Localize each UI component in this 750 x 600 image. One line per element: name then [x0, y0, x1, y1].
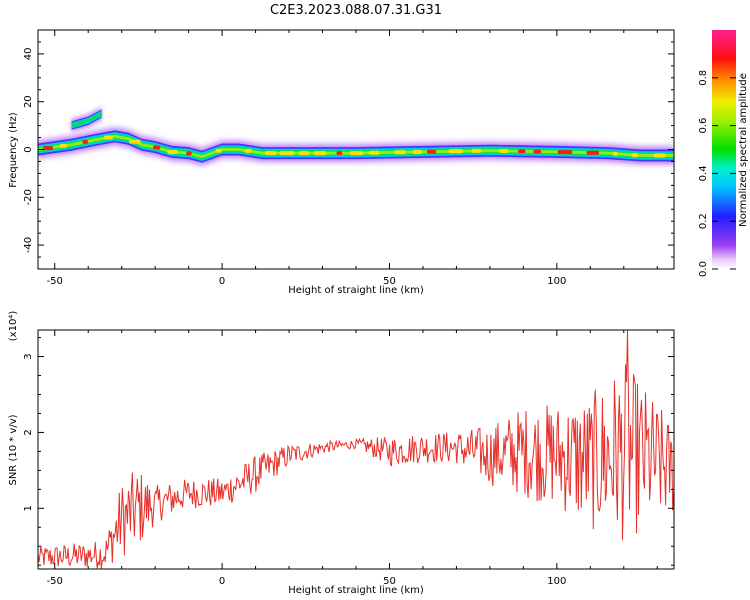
spectrogram-hotspot [264, 151, 277, 156]
colorbar-tick-label: 0.6 [698, 118, 709, 134]
spectrogram-ridge-band [38, 134, 674, 159]
spectrogram-hotspot [557, 150, 573, 155]
snr-panel: -50 0 50 100 1 2 3 Height of straight line (k… [8, 311, 675, 596]
spectrogram-hotspot [336, 151, 343, 156]
y-tick-label: 2 [23, 429, 34, 435]
spectrogram-hotspot [349, 151, 364, 156]
spectrogram-hotspot [412, 149, 423, 154]
spectrogram-hotspot [59, 143, 68, 148]
y-tick-label: 20 [23, 95, 34, 108]
y-tick-label: 40 [23, 48, 34, 61]
colorbar: 0.0 0.2 0.4 0.6 0.8 Normalized spectral ampl… [698, 30, 749, 277]
x-tick-label: 50 [383, 576, 396, 587]
spectrogram-hotspot [152, 145, 161, 150]
spectrogram-hotspot [653, 153, 666, 158]
x-tick-label: 0 [219, 276, 225, 287]
spectrogram-y-axis-label: Frequency (Hz) [8, 112, 19, 188]
y-tick-label: 1 [23, 505, 34, 511]
snr-x-ticks: -50 0 50 100 [47, 330, 658, 587]
spectrogram-hotspot [167, 149, 179, 154]
snr-x-axis-label: Height of straight line (km) [288, 585, 424, 596]
spectrogram-ridge-band [38, 133, 674, 160]
spectrogram-ridge [38, 105, 674, 169]
snr-y-axis-label: SNR (10 * v/v) [8, 414, 19, 485]
spectrogram-secondary-band [71, 111, 102, 128]
x-tick-label: 100 [547, 276, 566, 287]
spectrogram-hotspot [298, 151, 310, 156]
x-tick-label: 50 [383, 276, 396, 287]
spectrogram-hotspot [631, 153, 639, 158]
spectrogram-hotspot [129, 139, 141, 144]
spectrogram-hotspot [186, 151, 192, 156]
colorbar-tick-label: 0.8 [698, 70, 709, 86]
snr-series-line [38, 330, 674, 569]
spectrogram-hotspot [471, 148, 482, 153]
y-tick-label: -40 [23, 237, 34, 253]
spectrogram-hotspot [244, 148, 252, 153]
spectrogram-hotspot [215, 148, 222, 153]
colorbar-label: Normalized spectral amplitude [738, 73, 749, 227]
x-tick-label: -50 [47, 276, 63, 287]
spectrogram-x-ticks: -50 0 50 100 [47, 30, 658, 287]
spectrogram-hotspot [103, 135, 114, 140]
spectrogram-hotspot [426, 149, 437, 154]
spectrogram-hotspot [499, 148, 509, 153]
spectrogram-hotspot [586, 150, 600, 155]
spectrogram-hotspot [43, 146, 54, 151]
x-tick-label: 100 [547, 576, 566, 587]
colorbar-tick-label: 0.2 [698, 213, 709, 229]
y-tick-label: -20 [23, 189, 34, 205]
colorbar-gradient [712, 30, 736, 269]
snr-y-multiplier: (x10⁴) [8, 311, 19, 342]
colorbar-tick-label: 0.4 [698, 165, 709, 181]
spectrogram-x-axis-label: Height of straight line (km) [288, 285, 424, 296]
spectrogram-y-ticks: -40 -20 0 20 40 [23, 29, 674, 270]
spectrogram-hotspot [612, 151, 619, 156]
spectrogram-panel: -50 0 50 100 -40 -20 0 20 40 Height of straight… [8, 29, 675, 296]
snr-frame [37, 329, 675, 570]
x-tick-label: -50 [47, 576, 63, 587]
figure-title: C2E3.2023.088.07.31.G31 [270, 3, 442, 18]
spectrogram-hotspot [533, 149, 542, 154]
spectrogram-hotspot [368, 150, 380, 155]
colorbar-ticks: 0.0 0.2 0.4 0.6 0.8 [698, 70, 736, 277]
spectrogram-hotspot [82, 139, 89, 144]
spectrogram-hotspot [518, 149, 526, 154]
snr-y-ticks: 1 2 3 [23, 337, 674, 566]
y-tick-label: 0 [23, 146, 34, 152]
x-tick-label: 0 [219, 576, 225, 587]
spectrogram-hotspot [279, 151, 295, 156]
spectrogram-hotspot [448, 149, 464, 154]
colorbar-tick-label: 0.0 [698, 261, 709, 277]
y-tick-label: 3 [23, 353, 34, 359]
spectrogram-hotspot [313, 151, 327, 156]
spectrogram-hotspot [394, 150, 406, 155]
